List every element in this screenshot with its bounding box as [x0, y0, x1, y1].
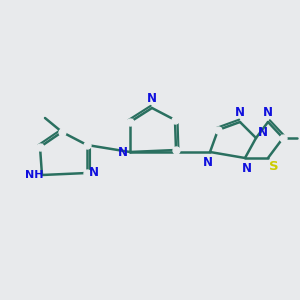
Text: N: N [235, 106, 245, 119]
Text: N: N [118, 146, 128, 158]
Text: N: N [89, 167, 99, 179]
Text: S: S [269, 160, 279, 172]
Text: N: N [263, 106, 273, 119]
Text: N: N [258, 127, 268, 140]
Text: N: N [203, 155, 213, 169]
Text: N: N [242, 161, 252, 175]
Text: NH: NH [25, 170, 43, 180]
Text: N: N [147, 92, 157, 106]
